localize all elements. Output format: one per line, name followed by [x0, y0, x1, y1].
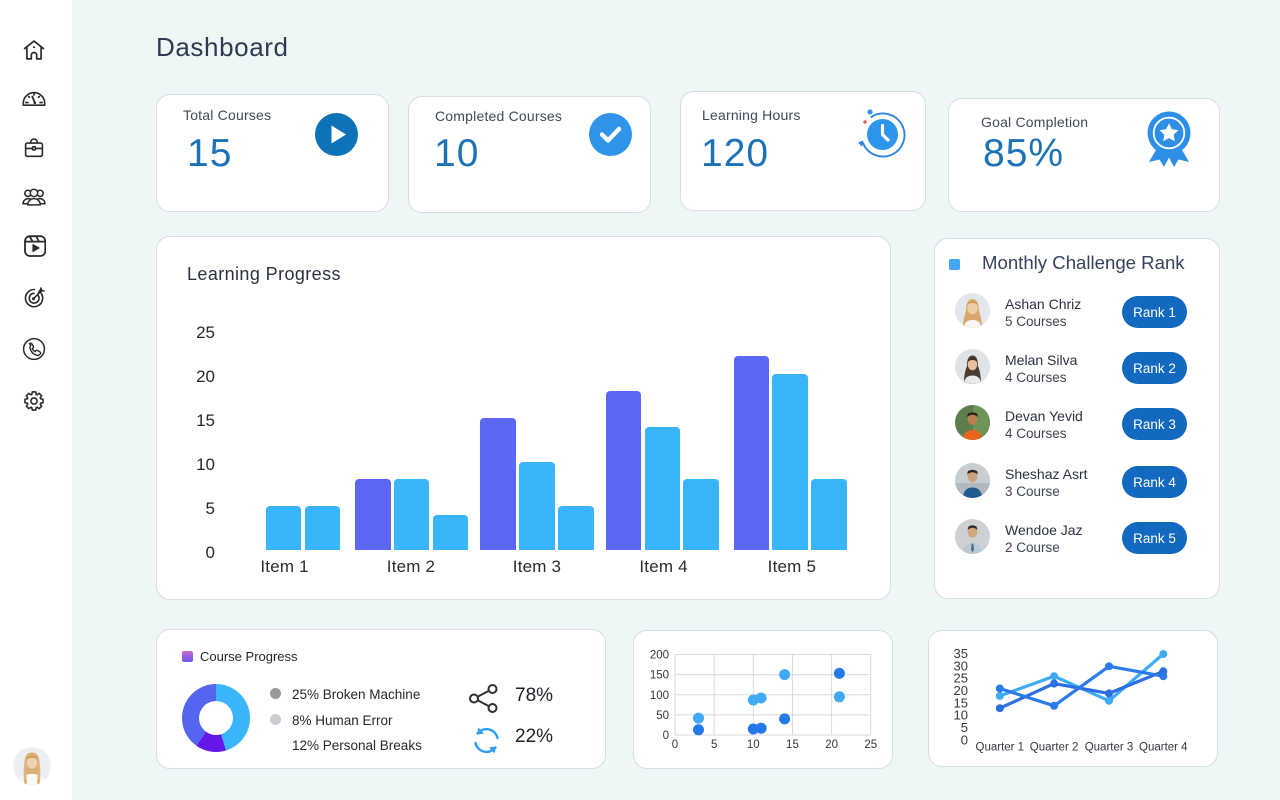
- svg-text:20: 20: [954, 683, 968, 698]
- svg-text:35: 35: [954, 646, 968, 661]
- svg-text:10: 10: [954, 708, 968, 723]
- svg-text:25: 25: [954, 671, 968, 686]
- svg-text:50: 50: [656, 710, 669, 722]
- svg-text:0: 0: [672, 739, 678, 751]
- svg-text:Quarter 4: Quarter 4: [1139, 742, 1188, 754]
- svg-text:150: 150: [650, 670, 669, 682]
- svg-text:0: 0: [961, 732, 968, 747]
- svg-text:30: 30: [954, 658, 968, 673]
- svg-text:15: 15: [786, 739, 799, 751]
- svg-text:10: 10: [747, 739, 760, 751]
- svg-text:5: 5: [711, 739, 717, 751]
- svg-text:0: 0: [663, 730, 669, 742]
- svg-text:Quarter 1: Quarter 1: [976, 742, 1025, 754]
- svg-text:100: 100: [650, 690, 669, 702]
- svg-text:Quarter 3: Quarter 3: [1085, 742, 1134, 754]
- svg-text:20: 20: [825, 739, 838, 751]
- svg-text:5: 5: [961, 720, 968, 735]
- svg-text:200: 200: [650, 650, 669, 662]
- svg-text:Quarter 2: Quarter 2: [1030, 742, 1079, 754]
- svg-text:25: 25: [864, 739, 877, 751]
- svg-text:15: 15: [954, 695, 968, 710]
